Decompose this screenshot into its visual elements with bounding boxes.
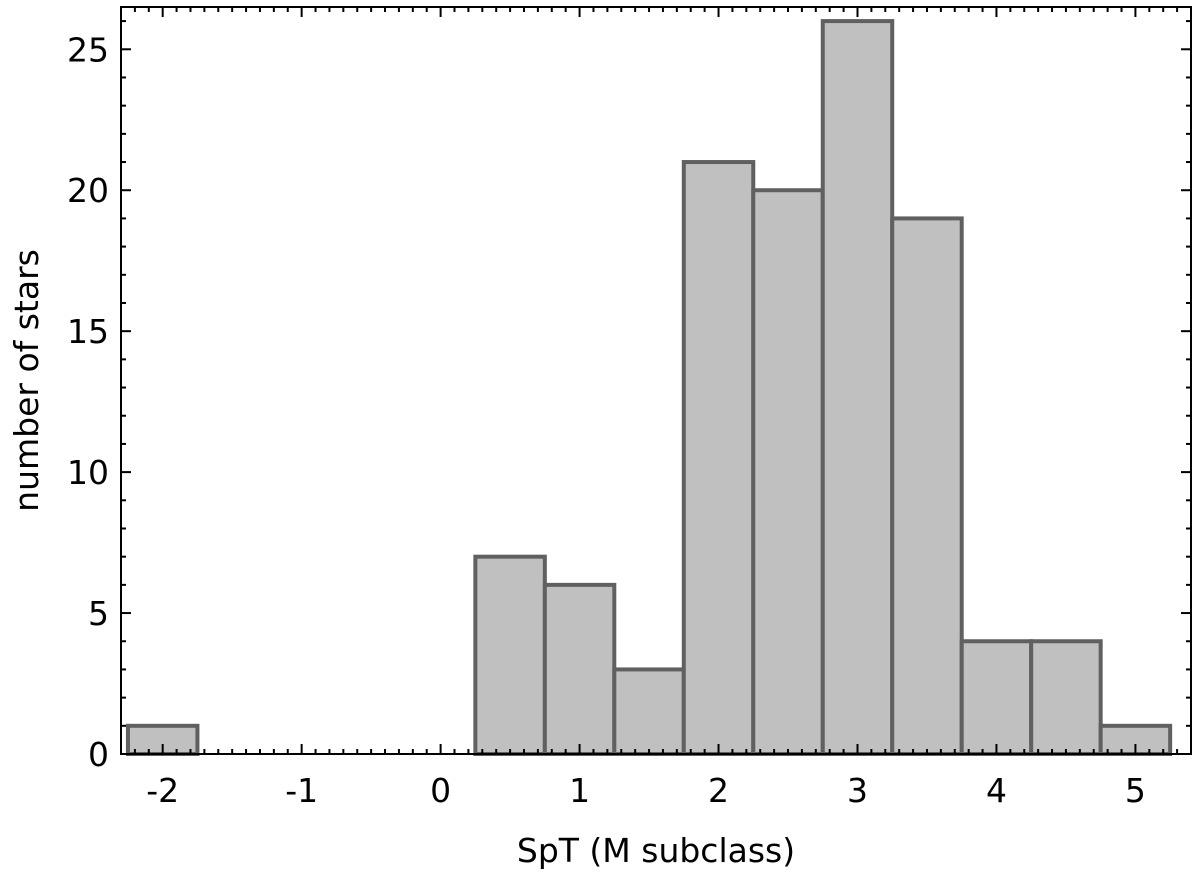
histogram-bar — [959, 639, 1034, 757]
x-tick-label: 5 — [1125, 771, 1146, 810]
histogram-bar — [751, 188, 825, 756]
x-tick-label: 3 — [847, 771, 868, 810]
bars-group — [125, 19, 1173, 757]
histogram-bar — [890, 216, 964, 756]
x-tick-label: 2 — [708, 771, 729, 810]
tick-labels-group: -2 -1 0 1 2 3 4 5 0 5 10 15 20 25 — [67, 30, 1146, 810]
y-tick-label: 15 — [67, 312, 109, 351]
plot-frame — [120, 6, 1192, 755]
x-tick-label: -2 — [146, 771, 179, 810]
y-tick-label: 10 — [67, 453, 109, 492]
histogram-bar — [1029, 639, 1103, 757]
x-axis-label: SpT (M subclass) — [517, 831, 795, 870]
histogram-bar — [473, 554, 547, 757]
y-axis-label: number of stars — [7, 249, 46, 512]
y-tick-label: 5 — [88, 594, 109, 633]
histogram-bar — [820, 19, 895, 756]
histogram-bar — [612, 667, 686, 756]
x-tick-label: 0 — [430, 771, 451, 810]
y-tick-label: 0 — [88, 735, 109, 774]
ticks-group — [120, 7, 1192, 755]
y-tick-label: 20 — [67, 171, 109, 210]
histogram-bar — [125, 723, 200, 757]
histogram-bar — [681, 160, 756, 757]
x-tick-label: 1 — [569, 771, 590, 810]
x-tick-label: -1 — [285, 771, 318, 810]
x-tick-label: 4 — [986, 771, 1007, 810]
histogram-bar — [542, 582, 617, 756]
y-tick-label: 25 — [67, 30, 109, 69]
